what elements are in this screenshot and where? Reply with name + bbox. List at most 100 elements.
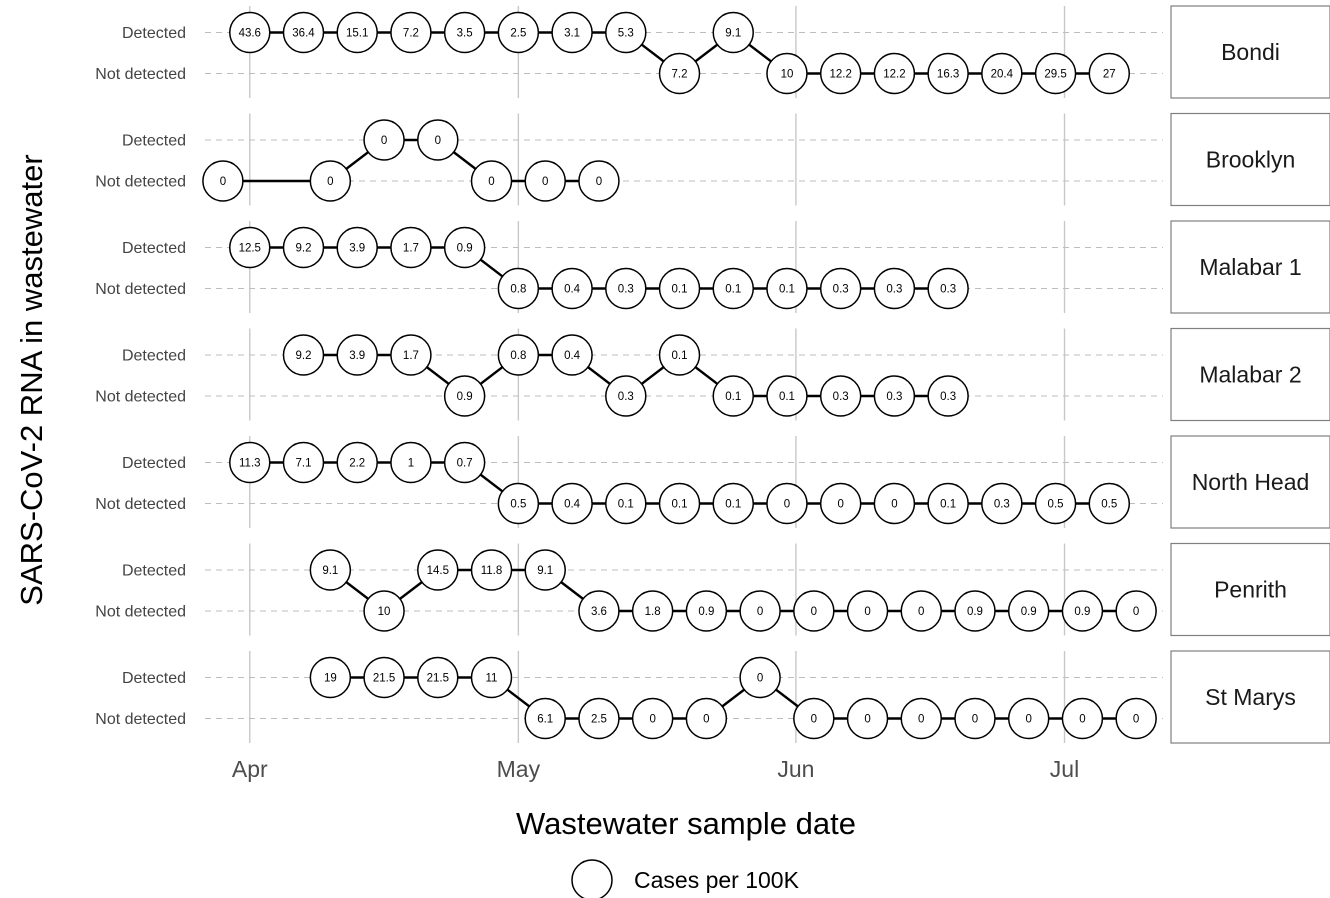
y-level-label: Not detected [95,281,186,298]
data-point-label: 0 [918,606,924,618]
data-point-label: 0.1 [618,499,634,511]
data-point-label: 3.1 [564,28,580,40]
data-point-label: 0.1 [672,350,688,362]
data-point-label: 0.1 [779,391,795,403]
data-point-label: 0 [837,499,843,511]
data-point-label: 0.3 [833,391,849,403]
y-level-label: Not detected [95,66,186,83]
data-point [1115,697,1157,740]
data-point-label: 0.9 [967,606,983,618]
data-point-label: 0.3 [618,391,634,403]
data-point-label: 9.1 [725,28,741,40]
legend-label: Cases per 100K [634,867,800,893]
data-point [631,590,674,632]
data-point [658,52,701,95]
data-point [551,334,593,376]
data-point-label: 0.4 [564,284,581,296]
data-point-label: 11 [486,673,498,685]
facet-malabar-2: Detected Not detected Malabar 2 9.2 3.9 1.7 0.… [95,327,1330,422]
data-point-label: 0 [757,673,763,685]
data-point [605,267,647,310]
data-point [390,334,432,376]
data-point [578,697,620,740]
data-point [229,11,271,54]
data-point [605,482,647,525]
data-point-label: 0 [381,135,387,147]
data-point-label: 0.1 [672,284,688,296]
y-level-label: Detected [122,455,186,472]
data-point [336,441,378,484]
data-point [497,267,540,310]
data-point-label: 0 [811,714,817,726]
y-level-label: Detected [122,670,186,687]
data-point-label: 0.9 [1021,606,1037,618]
strip-label-north-head: North Head [1192,469,1310,495]
data-point [309,549,352,591]
data-point-label: 7.2 [403,28,419,40]
y-level-label: Not detected [95,389,186,406]
data-point-label: 0 [220,176,226,188]
data-point-label: 0 [972,714,978,726]
data-point [1034,52,1077,95]
y-level-label: Not detected [95,604,186,621]
data-point [202,160,244,202]
data-point-label: 0 [596,176,602,188]
data-point-label: 0.3 [886,391,902,403]
strip-box-bondi [1170,5,1330,99]
data-point [551,267,593,310]
data-point [927,267,969,310]
legend-circle-key [571,859,613,898]
strip-box-malabar-2 [1170,327,1330,422]
data-point-label: 0.1 [940,499,956,511]
facet-st-marys: Detected Not detected St Marys 19 21.5 21.5 11… [95,650,1330,744]
data-point-label: 21.5 [373,673,395,685]
data-point-label: 0.1 [779,284,795,296]
data-point-label: 16.3 [937,69,959,81]
data-point-label: 0.4 [564,499,581,511]
series-line-st-marys [330,675,1137,720]
facet-bondi: Detected Not detected Bondi 43.6 36.4 15.1 7.2… [95,5,1330,99]
data-point-label: 10 [781,69,794,81]
x-tick-label: Apr [232,756,268,782]
y-level-label: Not detected [95,174,186,191]
x-axis-title: Wastewater sample date [516,806,856,841]
data-point [793,590,835,632]
y-level-label: Detected [122,25,186,42]
data-point-label: 0.3 [994,499,1010,511]
data-point [443,11,486,54]
data-point-label: 29.5 [1044,69,1066,81]
data-point [927,375,969,417]
data-point-label: 7.2 [672,69,688,81]
data-point-label: 3.9 [349,243,365,255]
data-point [363,590,405,632]
data-point [766,482,808,525]
facet-north-head: Detected Not detected North Head 11.3 7.1 2.2… [95,435,1330,529]
strip-label-bondi: Bondi [1221,39,1280,65]
data-point [712,482,754,525]
data-point-label: 10 [378,606,391,618]
data-point [524,697,566,740]
data-point-label: 0 [649,714,655,726]
data-point-label: 0 [542,176,548,188]
data-point [605,375,647,417]
data-point-label: 0 [864,606,870,618]
data-point-label: 0 [488,176,494,188]
data-point-label: 15.1 [346,28,368,40]
data-point [658,267,701,310]
data-point-label: 9.2 [295,350,311,362]
data-point [282,11,325,54]
data-point-label: 0.5 [1048,499,1064,511]
data-point [336,334,378,376]
data-point-label: 0 [891,499,897,511]
data-point [605,11,647,54]
data-point-label: 0.8 [510,284,526,296]
data-point [873,482,916,525]
data-point-label: 0 [1133,606,1139,618]
y-level-label: Detected [122,240,186,257]
data-point [712,267,754,310]
y-level-label: Detected [122,133,186,150]
data-point-label: 27 [1103,69,1116,81]
y-level-label: Not detected [95,496,186,513]
data-point-label: 2.5 [510,28,526,40]
